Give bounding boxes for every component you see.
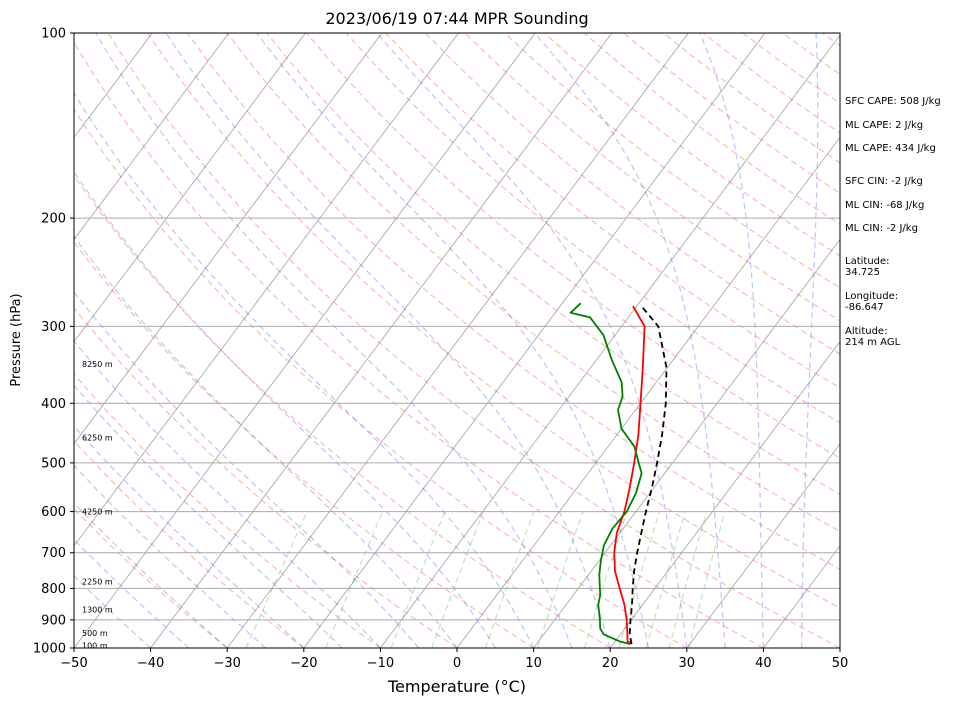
x-tick-label: −20 xyxy=(290,656,317,671)
y-tick-label: 300 xyxy=(41,320,66,335)
sounding-indices-panel: SFC CAPE: 508 J/kg ML CAPE: 2 J/kg ML CAPE… xyxy=(845,96,941,348)
x-tick-label: 0 xyxy=(453,656,461,671)
height-label: 1300 m xyxy=(82,605,113,614)
x-tick-label: 50 xyxy=(832,656,849,671)
x-axis-label: Temperature (°C) xyxy=(387,677,526,696)
y-tick-label: 600 xyxy=(41,505,66,520)
y-tick-label: 800 xyxy=(41,582,66,597)
isotherm-line xyxy=(380,33,841,648)
sounding-index-text: SFC CIN: -2 J/kg xyxy=(845,176,923,187)
x-tick-label: −40 xyxy=(137,656,164,671)
x-tick-label: −10 xyxy=(367,656,394,671)
height-label: 6250 m xyxy=(82,434,113,443)
x-tick-label: 20 xyxy=(602,656,619,671)
y-axis: 1000 900 800 700 600 500 400 300 200 100 xyxy=(33,27,74,657)
mixing-ratio-line xyxy=(585,512,628,648)
y-axis-label: Pressure (hPa) xyxy=(9,293,24,386)
height-label: 500 m xyxy=(82,629,108,638)
moist-adiabat-line xyxy=(166,33,610,648)
background-lines xyxy=(0,33,960,648)
profile-lines xyxy=(571,303,667,644)
y-tick-label: 500 xyxy=(41,456,66,471)
y-tick-label: 200 xyxy=(41,212,66,227)
y-tick-label: 100 xyxy=(41,27,66,42)
moist-adiabat-line xyxy=(0,33,266,648)
mixing-ratio-line xyxy=(646,512,685,648)
pressure-grid xyxy=(74,33,840,648)
mixing-ratio-line xyxy=(486,512,534,648)
dry-adiabat-line xyxy=(68,33,763,648)
chart-title: 2023/06/19 07:44 MPR Sounding xyxy=(325,9,588,28)
height-label: 8250 m xyxy=(82,360,113,369)
height-label: 2250 m xyxy=(82,578,113,587)
x-tick-label: 40 xyxy=(755,656,772,671)
moist-adiabat-line xyxy=(377,33,687,648)
x-tick-label: 10 xyxy=(525,656,542,671)
moist-adiabat-line xyxy=(257,33,649,648)
isotherm-line xyxy=(304,33,765,648)
x-tick-label: −30 xyxy=(213,656,240,671)
mixing-ratio-line xyxy=(432,512,483,648)
x-tick-label: 30 xyxy=(679,656,696,671)
mixing-ratio-line xyxy=(669,512,707,648)
isotherm-line xyxy=(0,33,459,648)
isotherm-line xyxy=(74,33,535,648)
sounding-index-text: Altitude:214 m AGL xyxy=(845,326,901,348)
dry-adiabat-line xyxy=(148,33,917,648)
height-label: 100 m xyxy=(82,641,108,650)
parcel-path-line xyxy=(630,306,667,644)
moist-adiabat-line xyxy=(700,33,764,648)
y-tick-label: 400 xyxy=(41,397,66,412)
moist-adiabat-line xyxy=(96,33,572,648)
sounding-index-text: Longitude:-86.647 xyxy=(845,291,898,313)
sounding-index-text: ML CAPE: 434 J/kg xyxy=(845,143,936,154)
height-label: 4250 m xyxy=(82,508,113,517)
sounding-index-text: ML CIN: -68 J/kg xyxy=(845,200,924,211)
mixing-ratio-line xyxy=(391,512,445,648)
x-tick-label: −50 xyxy=(60,656,87,671)
y-tick-label: 1000 xyxy=(33,642,66,657)
isotherm-line xyxy=(227,33,688,648)
y-tick-label: 700 xyxy=(41,546,66,561)
moist-adiabat-line xyxy=(534,33,725,648)
dewpoint-profile-line xyxy=(571,303,642,644)
y-tick-label: 900 xyxy=(41,613,66,628)
sounding-index-text: ML CIN: -2 J/kg xyxy=(845,223,918,234)
sounding-index-text: Latitude:34.725 xyxy=(845,256,890,278)
plot-frame xyxy=(74,33,840,648)
temperature-profile-line xyxy=(614,306,644,644)
x-axis: −50 −40 −30 −20 −10 0 10 20 30 40 50 xyxy=(60,648,848,671)
sounding-index-text: SFC CAPE: 508 J/kg xyxy=(845,96,941,107)
mixing-ratio-line xyxy=(689,512,725,648)
sounding-index-text: ML CAPE: 2 J/kg xyxy=(845,120,923,131)
